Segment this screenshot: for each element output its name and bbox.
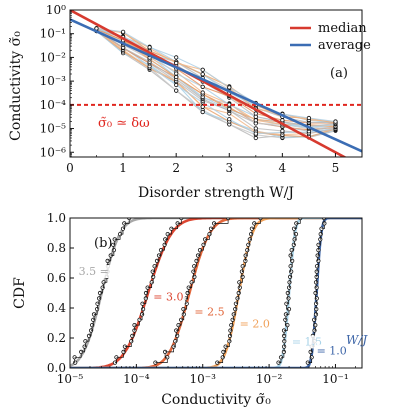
- x-axis-label-b: Conductivity σ̃₀: [161, 392, 271, 408]
- cdf-curve: [70, 218, 362, 368]
- y-tick-label-a: 10⁰: [46, 3, 66, 17]
- x-tick-label-b: 10⁻¹: [322, 372, 348, 386]
- sample-curve: [96, 27, 336, 124]
- sample-point: [200, 72, 205, 77]
- sample-point: [227, 102, 232, 107]
- sample-point: [333, 119, 338, 124]
- sample-point: [253, 126, 258, 131]
- y-tick-label-b: 0.6: [47, 271, 66, 285]
- x-tick-label-a: 4: [279, 161, 287, 175]
- sample-point: [174, 60, 179, 66]
- y-tick-label-b: 1.0: [47, 211, 66, 225]
- median-line: [70, 10, 347, 157]
- sample-point: [200, 84, 205, 89]
- sample-point: [227, 106, 232, 112]
- plot-frame-b: [69, 217, 363, 369]
- empirical-point: [315, 253, 320, 258]
- sample-point: [200, 104, 205, 109]
- x-tick-label-b: 10⁻⁴: [123, 372, 150, 386]
- curve-label-bg: [192, 305, 227, 319]
- x-tick-label-b: 10⁻³: [190, 372, 217, 386]
- curve-label: = 1.5: [292, 336, 322, 349]
- curve-label-bg: [314, 344, 349, 358]
- sample-point: [147, 45, 152, 50]
- y-tick-label-a: 10⁻²: [40, 50, 67, 64]
- x-tick-label-a: 3: [225, 161, 233, 175]
- sample-point: [174, 71, 179, 76]
- y-tick-label-a: 10⁻¹: [40, 27, 66, 41]
- y-tick-label-a: 10⁻⁵: [40, 122, 67, 136]
- cdf-curve: [70, 218, 362, 368]
- panel-label-a: (a): [330, 66, 348, 81]
- legend-average-label: average: [318, 38, 371, 53]
- ticks-a: 0 1 2 3 4 5 10⁰ 10⁻¹ 10⁻² 10⁻³ 10⁻⁴ 10⁻⁵ 10⁻⁶: [40, 3, 340, 175]
- curve-label: = 1.0: [317, 345, 347, 358]
- sample-curve: [96, 27, 336, 123]
- sample-curve: [96, 30, 336, 138]
- empirical-point: [313, 301, 319, 306]
- curve-labels: 3.5 = = 3.0 = 2.5 = 2.0 = 1.5= 1.0: [76, 265, 349, 358]
- x-axis-label-a: Disorder strength W/J: [138, 185, 294, 201]
- x-tick-label-a: 1: [119, 161, 127, 175]
- fit-lines: [70, 10, 362, 157]
- sample-point: [253, 118, 258, 123]
- y-tick-label-b: 0.8: [47, 241, 66, 255]
- y-tick-label-a: 10⁻³: [40, 74, 67, 88]
- curve-label-bg: [237, 317, 272, 331]
- curve-label-bg: [151, 290, 186, 304]
- curve-label: = 2.5: [194, 306, 224, 319]
- curve-label: = 2.0: [240, 318, 270, 331]
- sample-point: [306, 115, 311, 121]
- x-tick-label-b: 10⁻²: [256, 372, 283, 386]
- y-tick-label-b: 0.4: [47, 301, 66, 315]
- sample-point: [200, 67, 205, 72]
- sample-point: [174, 88, 179, 93]
- curve-label-bg: [76, 265, 111, 278]
- sample-curves: [94, 26, 338, 141]
- y-tick-label-b: 0.0: [47, 361, 66, 375]
- legend: median average: [290, 21, 371, 53]
- cdf-curve: [70, 218, 362, 367]
- y-axis-label-b: CDF: [12, 277, 28, 309]
- y-tick-label-a: 10⁻⁴: [40, 98, 67, 112]
- cdf-curve: [70, 218, 362, 368]
- x-tick-label-a: 0: [66, 161, 74, 175]
- sample-point: [227, 85, 232, 90]
- sample-curve: [96, 29, 336, 132]
- x-tick-label-a: 5: [332, 161, 340, 175]
- sample-curve: [96, 30, 336, 136]
- curve-label: 3.5 =: [79, 265, 109, 278]
- x-tick-label-b: 10⁻⁵: [57, 372, 84, 386]
- sample-point: [121, 29, 126, 34]
- panel-a: 0 1 2 3 4 5 10⁰ 10⁻¹ 10⁻² 10⁻³ 10⁻⁴ 10⁻⁵ 10⁻⁶ Disord…: [8, 3, 371, 201]
- sample-point: [227, 117, 232, 122]
- sample-point: [174, 74, 179, 80]
- ticks-b: 10⁻⁵ 10⁻⁴ 10⁻³ 10⁻² 10⁻¹ 0.0 0.2 0.4 0.6 0.8 1.0: [47, 211, 356, 386]
- sample-curve: [96, 29, 336, 130]
- axes-frame-b: [69, 217, 363, 369]
- average-line: [70, 18, 362, 153]
- legend-median-label: median: [318, 21, 367, 36]
- panel-label-b: (b): [94, 236, 112, 251]
- w-over-j-annotation: W/J: [346, 333, 368, 347]
- y-tick-label-b: 0.2: [47, 331, 66, 345]
- empirical-point: [111, 248, 117, 253]
- curve-label: = 3.0: [153, 291, 183, 304]
- panel-b: 10⁻⁵ 10⁻⁴ 10⁻³ 10⁻² 10⁻¹ 0.0 0.2 0.4 0.6 0.8 1.0 3…: [12, 211, 368, 408]
- threshold-label: σ̃₀ ≃ δω: [98, 116, 150, 131]
- y-tick-label-a: 10⁻⁶: [40, 145, 67, 159]
- sample-point: [174, 82, 179, 88]
- sample-point: [280, 128, 285, 133]
- x-tick-label-a: 2: [172, 161, 180, 175]
- sample-point: [253, 131, 258, 136]
- sample-point: [200, 109, 205, 115]
- empirical-point: [286, 285, 292, 290]
- y-axis-label-a: Conductivity σ̃₀: [8, 31, 24, 141]
- sample-point: [253, 111, 258, 116]
- sample-point: [174, 55, 179, 60]
- sample-point: [200, 90, 205, 95]
